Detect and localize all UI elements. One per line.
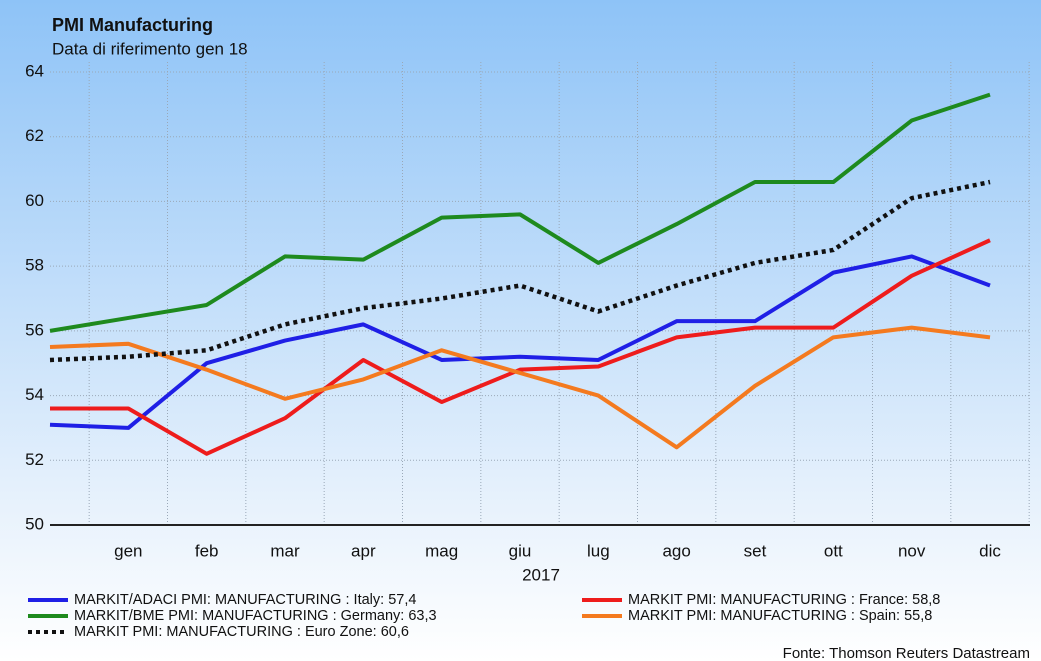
x-tick-label: lug xyxy=(587,541,610,560)
legend-label: MARKIT PMI: MANUFACTURING : France: 58,8 xyxy=(628,592,940,608)
y-tick-label: 64 xyxy=(25,61,44,80)
series-line xyxy=(49,179,991,363)
x-tick-label: mag xyxy=(425,541,458,560)
x-tick-label: ago xyxy=(662,541,690,560)
legend-label: MARKIT PMI: MANUFACTURING : Spain: 55,8 xyxy=(628,608,932,624)
source: Fonte: Thomson Reuters Datastream xyxy=(783,645,1030,661)
chart-title: PMI Manufacturing xyxy=(52,15,213,35)
x-tick-label: set xyxy=(744,541,767,560)
y-tick-label: 62 xyxy=(25,126,44,145)
y-tick-label: 52 xyxy=(25,450,44,469)
y-tick-label: 58 xyxy=(25,256,44,275)
legend-label: MARKIT PMI: MANUFACTURING : Euro Zone: 6… xyxy=(74,624,409,640)
x-tick-label: giu xyxy=(509,541,532,560)
x-tick-label: dic xyxy=(979,541,1001,560)
x-tick-label: nov xyxy=(898,541,926,560)
x-tick-label: ott xyxy=(824,541,843,560)
x-tick-label: mar xyxy=(270,541,300,560)
y-tick-label: 56 xyxy=(25,320,44,339)
y-tick-label: 54 xyxy=(25,385,44,404)
series-line xyxy=(49,325,991,450)
legend-label: MARKIT/ADACI PMI: MANUFACTURING : Italy:… xyxy=(74,592,416,608)
x-tick-label: feb xyxy=(195,541,219,560)
x-tick-label: apr xyxy=(351,541,376,560)
legend: MARKIT/ADACI PMI: MANUFACTURING : Italy:… xyxy=(28,592,940,640)
series-line xyxy=(49,254,991,430)
series-line xyxy=(49,92,991,333)
y-tick-label: 60 xyxy=(25,191,44,210)
chart-subtitle: Data di riferimento gen 18 xyxy=(52,39,248,58)
legend-label: MARKIT/BME PMI: MANUFACTURING : Germany:… xyxy=(74,608,437,624)
x-axis-label: 2017 xyxy=(522,565,560,584)
series-line xyxy=(50,238,991,456)
y-tick-label: 50 xyxy=(25,514,44,533)
x-tick-label: gen xyxy=(114,541,142,560)
